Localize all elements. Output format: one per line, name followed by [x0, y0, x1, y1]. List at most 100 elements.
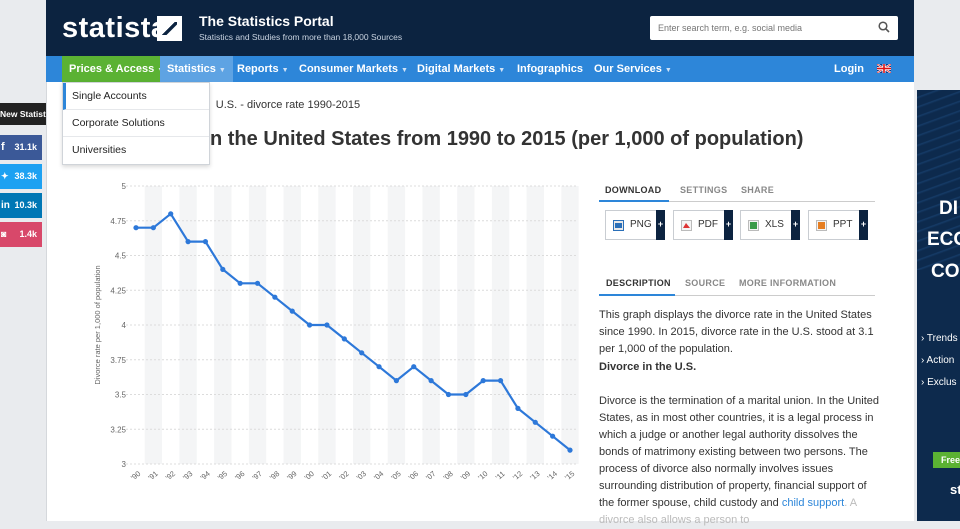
chevron-down-icon: ▼ — [498, 67, 506, 74]
y-tick-label: 3 — [122, 460, 127, 469]
download-label: PNG — [630, 219, 652, 230]
x-tick-label: '93 — [181, 469, 194, 482]
facebook-share-button[interactable]: f 31.1k — [0, 135, 42, 160]
data-point — [307, 322, 313, 328]
description-text: Divorce is the termination of a marital … — [599, 395, 880, 509]
nav-digital-markets[interactable]: Digital Markets ▼ — [410, 56, 512, 82]
data-point — [376, 364, 382, 370]
facebook-icon: f — [1, 141, 5, 153]
advertisement-banner[interactable]: DI ECO CO › Trends › Action › Exclus — [917, 90, 960, 521]
tab-share[interactable]: SHARE — [741, 185, 775, 195]
nav-our-services[interactable]: Our Services ▼ — [587, 56, 679, 82]
data-point — [324, 322, 330, 328]
nav-label: Prices & Access — [69, 63, 155, 75]
chevron-down-icon: ▼ — [664, 67, 672, 74]
tab-download[interactable]: DOWNLOAD — [605, 185, 662, 195]
twitter-share-button[interactable]: ✦ 38.3k — [0, 164, 42, 189]
x-tick-label: '91 — [146, 469, 159, 482]
y-axis-label: Divorce rate per 1,000 of population — [93, 265, 102, 384]
download-png-button[interactable]: PNG — [605, 210, 663, 240]
download-ppt-options-button[interactable]: + — [859, 210, 868, 240]
main-nav: Prices & Access▼ Statistics▼ Reports▼ Co… — [46, 56, 914, 82]
download-xls-button[interactable]: XLS — [740, 210, 798, 240]
ad-bullet: › Action — [921, 355, 955, 366]
y-tick-label: 3.75 — [110, 356, 126, 365]
nav-prices-access[interactable]: Prices & Access▼ — [62, 56, 172, 82]
pdf-file-icon — [681, 220, 692, 231]
ad-logo: st — [950, 482, 960, 497]
data-point — [463, 391, 469, 398]
x-tick-label: '12 — [511, 469, 524, 482]
description-paragraph-2: Divorce is the termination of a marital … — [599, 393, 881, 529]
tab-description[interactable]: DESCRIPTION — [606, 278, 671, 288]
x-tick-label: '98 — [268, 469, 281, 482]
x-tick-label: '05 — [389, 469, 402, 482]
ad-background-graphic — [917, 90, 960, 270]
child-support-link[interactable]: child support — [781, 497, 845, 509]
nav-consumer-markets[interactable]: Consumer Markets ▼ — [292, 56, 415, 82]
download-pdf-options-button[interactable]: + — [724, 210, 733, 240]
y-tick-label: 3.5 — [115, 391, 127, 400]
twitter-icon: ✦ — [1, 171, 9, 181]
login-link[interactable]: Login — [834, 63, 864, 75]
info-tab-divider — [599, 295, 875, 296]
dropdown-item-universities[interactable]: Universities — [72, 144, 127, 156]
share-count: 31.1k — [14, 142, 37, 152]
download-png-options-button[interactable]: + — [656, 210, 665, 240]
x-tick-label: '00 — [303, 469, 316, 482]
data-point — [393, 378, 399, 384]
data-point — [515, 405, 521, 411]
data-point — [341, 336, 347, 342]
data-point — [133, 225, 139, 231]
x-tick-label: '99 — [285, 469, 298, 482]
download-xls-options-button[interactable]: + — [791, 210, 800, 240]
search-icon[interactable] — [878, 21, 890, 33]
xls-file-icon — [748, 220, 759, 231]
uk-flag-icon[interactable] — [877, 64, 891, 73]
tab-settings[interactable]: SETTINGS — [680, 185, 728, 195]
tab-more-information[interactable]: MORE INFORMATION — [739, 278, 837, 288]
data-point — [150, 225, 156, 231]
dropdown-item-corporate-solutions[interactable]: Corporate Solutions — [63, 110, 209, 137]
portal-subtitle: Statistics and Studies from more than 18… — [199, 32, 403, 42]
data-point — [480, 378, 486, 384]
divorce-rate-series-line — [136, 212, 571, 451]
x-tick-label: '94 — [198, 469, 211, 482]
data-point — [289, 308, 295, 314]
statista-logo[interactable]: statista — [62, 12, 168, 44]
share-count: 10.3k — [14, 200, 37, 210]
nav-reports[interactable]: Reports ▼ — [230, 56, 296, 82]
download-ppt-button[interactable]: PPT — [808, 210, 866, 240]
data-point — [220, 266, 226, 272]
linkedin-share-button[interactable]: in 10.3k — [0, 193, 42, 218]
breadcrumb: › U.S. - divorce rate 1990-2015 — [206, 99, 360, 111]
ad-free-button[interactable]: Free — [933, 452, 960, 468]
new-statista-badge[interactable]: New Statista — [0, 103, 46, 125]
ad-bullet: › Exclus — [921, 377, 957, 388]
nav-infographics[interactable]: Infographics — [510, 56, 590, 82]
page-title: n the United States from 1990 to 2015 (p… — [210, 128, 804, 150]
data-point — [237, 280, 243, 286]
download-label: PDF — [698, 219, 718, 230]
data-point — [411, 364, 417, 370]
prices-access-dropdown: Single Accounts Corporate Solutions Univ… — [62, 82, 210, 165]
download-pdf-button[interactable]: PDF — [673, 210, 731, 240]
x-tick-label: '10 — [476, 469, 489, 482]
ad-headline: ECO — [927, 229, 960, 250]
search-input[interactable] — [650, 16, 898, 40]
dropdown-item-single-accounts[interactable]: Single Accounts — [63, 83, 209, 110]
x-tick-label: '92 — [164, 469, 177, 482]
portal-title: The Statistics Portal — [199, 13, 334, 29]
x-tick-label: '11 — [494, 469, 507, 482]
info-tab-active-indicator — [599, 294, 675, 296]
x-tick-label: '07 — [424, 469, 437, 482]
statista-logo-icon[interactable] — [157, 16, 182, 41]
instagram-share-button[interactable]: ◙ 1.4k — [0, 222, 42, 247]
x-tick-label: '95 — [216, 469, 229, 482]
png-file-icon — [613, 220, 624, 231]
download-label: XLS — [765, 219, 784, 230]
nav-statistics[interactable]: Statistics ▼ — [160, 56, 233, 82]
x-tick-label: '08 — [442, 469, 455, 482]
breadcrumb-current[interactable]: U.S. - divorce rate 1990-2015 — [215, 99, 361, 111]
tab-source[interactable]: SOURCE — [685, 278, 726, 288]
